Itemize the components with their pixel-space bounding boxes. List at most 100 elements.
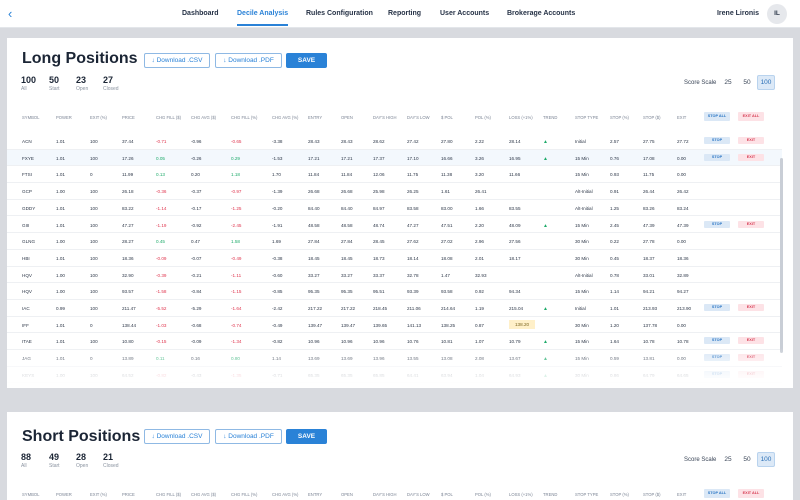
column-header-pol[interactable]: $ POL <box>441 492 453 497</box>
short-stat-open[interactable]: 28 Open <box>76 452 102 469</box>
column-header-day-s-high[interactable]: DAY'S HIGH <box>373 115 397 120</box>
table-row[interactable]: FXYE 1.01 100 17.26 0.05 -0.26 0.29 -1.53 17.21 1… <box>7 149 782 167</box>
column-header-loss-1[interactable]: LOSS (+1%) <box>509 492 533 497</box>
table-row[interactable]: KEYS 1.00 100 64.52 -0.82 -0.43 -1.35 -0.71 65.3… <box>7 367 782 384</box>
download-csv-button[interactable]: ↓ Download .CSV <box>144 53 210 68</box>
save-button[interactable]: SAVE <box>286 53 327 68</box>
short-score-scale-25[interactable]: 25 <box>724 456 732 463</box>
table-row[interactable]: ACN 1.01 100 37.44 -0.71 -0.96 -0.65 -3.38 28.43… <box>7 133 782 150</box>
tab-rules-configuration[interactable]: Rules Configuration <box>306 10 373 17</box>
tab-dashboard[interactable]: Dashboard <box>182 10 219 17</box>
stat-start[interactable]: 50 Start <box>49 75 75 92</box>
table-row[interactable]: ITAE 1.01 100 10.80 -0.15 -0.09 -1.34 -0.82 10.9… <box>7 333 782 351</box>
column-header-exit[interactable]: EXIT <box>677 492 687 497</box>
tab-user-accounts[interactable]: User Accounts <box>440 10 490 17</box>
exit-button[interactable]: EXIT <box>738 153 764 161</box>
column-header-chg-fill[interactable]: CHG FILL (%) <box>231 492 258 497</box>
tab-reporting[interactable]: Reporting <box>388 10 422 17</box>
short-stat-all[interactable]: 88 All <box>21 452 47 469</box>
vertical-scrollbar[interactable] <box>780 158 783 353</box>
stat-closed[interactable]: 27 Closed <box>103 75 129 92</box>
stop-button[interactable]: STOP <box>704 337 730 345</box>
column-header-chg-avg[interactable]: CHG AVG ($) <box>191 492 217 497</box>
column-header-open[interactable]: OPEN <box>341 115 353 120</box>
stat-open[interactable]: 23 Open <box>76 75 102 92</box>
column-header-stop[interactable]: STOP ($) <box>643 492 661 497</box>
table-row[interactable]: GDDY 1.01 100 83.22 -1.14 -0.17 -1.25 -0.20 84.4… <box>7 200 782 217</box>
stop-button[interactable]: STOP <box>704 153 730 161</box>
stop-button[interactable]: STOP <box>704 137 730 144</box>
column-header-day-s-low[interactable]: DAY'S LOW <box>407 492 430 497</box>
short-stat-closed[interactable]: 21 Closed <box>103 452 129 469</box>
column-header-stop-type[interactable]: STOP TYPE <box>575 115 599 120</box>
column-header-chg-fill[interactable]: CHG FILL ($) <box>156 492 181 497</box>
stop-button[interactable]: STOP <box>704 354 730 362</box>
column-header-price[interactable]: PRICE <box>122 492 135 497</box>
column-header-exit[interactable]: EXIT <box>677 115 687 120</box>
exit-button[interactable]: EXIT <box>738 370 764 378</box>
avatar[interactable]: IL <box>767 4 787 24</box>
column-header-pol[interactable]: POL (%) <box>475 492 491 497</box>
stop-button[interactable]: STOP <box>704 304 730 311</box>
short-save-button[interactable]: SAVE <box>286 429 327 444</box>
short-stat-start[interactable]: 49 Start <box>49 452 75 469</box>
column-header-pol[interactable]: POL (%) <box>475 115 491 120</box>
exit-all-button[interactable]: EXIT ALL <box>738 489 764 498</box>
short-download-pdf-button[interactable]: ↓ Download .PDF <box>215 429 282 444</box>
tab-brokerage-accounts[interactable]: Brokerage Accounts <box>507 10 576 17</box>
stat-all[interactable]: 100 All <box>21 75 47 92</box>
column-header-symbol[interactable]: SYMBOL <box>22 115 40 120</box>
stop-all-button[interactable]: STOP ALL <box>704 489 730 498</box>
table-row[interactable]: GLNG 1.00 100 28.27 0.45 0.47 1.58 1.69 27.84 27.… <box>7 233 782 250</box>
column-header-loss-1[interactable]: LOSS (+1%) <box>509 115 533 120</box>
column-header-price[interactable]: PRICE <box>122 115 135 120</box>
exit-button[interactable]: EXIT <box>738 337 764 345</box>
column-header-stop[interactable]: STOP (%) <box>610 115 629 120</box>
table-row[interactable]: HQV 1.00 100 93.57 -1.58 -0.84 -1.15 -0.85 95.35… <box>7 283 782 300</box>
column-header-entry[interactable]: ENTRY <box>308 492 323 497</box>
table-row[interactable]: IAC 0.99 100 211.47 -5.52 -5.29 -1.64 -2.42 217.… <box>7 300 782 317</box>
column-header-chg-fill[interactable]: CHG FILL ($) <box>156 115 181 120</box>
column-header-open[interactable]: OPEN <box>341 492 353 497</box>
download-pdf-button[interactable]: ↓ Download .PDF <box>215 53 282 68</box>
table-row[interactable]: GCP 1.00 100 26.18 -0.36 -0.37 -0.97 -1.39 26.68… <box>7 183 782 200</box>
exit-button[interactable]: EXIT <box>738 354 764 362</box>
stop-button[interactable]: STOP <box>704 370 730 378</box>
column-header-chg-avg[interactable]: CHG AVG ($) <box>191 115 217 120</box>
column-header-chg-avg[interactable]: CHG AVG (%) <box>272 115 299 120</box>
exit-button[interactable]: EXIT <box>738 220 764 228</box>
table-row[interactable]: FTSI 1.01 0 11.99 0.13 0.20 1.18 1.70 11.84 11.84… <box>7 166 782 184</box>
stop-button[interactable]: STOP <box>704 220 730 228</box>
exit-button[interactable]: EXIT <box>738 137 764 144</box>
column-header-trend[interactable]: TREND <box>543 492 558 497</box>
short-score-scale-100[interactable]: 100 <box>757 452 775 467</box>
column-header-stop[interactable]: STOP ($) <box>643 115 661 120</box>
short-score-scale-50[interactable]: 50 <box>743 456 751 463</box>
table-row[interactable]: HBI 1.01 100 18.36 -0.09 -0.07 -0.49 -0.38 18.45… <box>7 250 782 267</box>
score-scale-25[interactable]: 25 <box>724 79 732 86</box>
column-header-day-s-high[interactable]: DAY'S HIGH <box>373 492 397 497</box>
stop-all-button[interactable]: STOP ALL <box>704 112 730 121</box>
column-header-entry[interactable]: ENTRY <box>308 115 323 120</box>
column-header-exit[interactable]: EXIT (%) <box>90 115 107 120</box>
column-header-pol[interactable]: $ POL <box>441 115 453 120</box>
column-header-power[interactable]: POWER <box>56 115 72 120</box>
column-header-chg-avg[interactable]: CHG AVG (%) <box>272 492 299 497</box>
table-row[interactable]: JAG 1.01 0 13.89 0.11 0.16 0.80 1.14 13.69 13.69 1… <box>7 350 782 367</box>
column-header-stop-type[interactable]: STOP TYPE <box>575 492 599 497</box>
column-header-stop[interactable]: STOP (%) <box>610 492 629 497</box>
column-header-trend[interactable]: TREND <box>543 115 558 120</box>
column-header-day-s-low[interactable]: DAY'S LOW <box>407 115 430 120</box>
score-scale-100[interactable]: 100 <box>757 75 775 90</box>
exit-button[interactable]: EXIT <box>738 304 764 311</box>
column-header-exit[interactable]: EXIT (%) <box>90 492 107 497</box>
tab-decile-analysis[interactable]: Decile Analysis <box>237 10 289 26</box>
table-row[interactable]: IFF 1.01 0 138.44 -1.03 -0.68 -0.74 -0.49 139.47… <box>7 317 782 334</box>
back-chevron-icon[interactable]: ‹ <box>8 6 13 21</box>
column-header-symbol[interactable]: SYMBOL <box>22 492 40 497</box>
score-scale-50[interactable]: 50 <box>743 79 751 86</box>
table-row[interactable]: HQV 1.00 100 32.90 -0.39 -0.21 -1.11 -0.60 33.27… <box>7 267 782 284</box>
column-header-chg-fill[interactable]: CHG FILL (%) <box>231 115 258 120</box>
table-row[interactable]: GIII 1.01 100 47.27 -1.19 -0.92 -2.45 -1.91 48.5… <box>7 217 782 234</box>
column-header-power[interactable]: POWER <box>56 492 72 497</box>
